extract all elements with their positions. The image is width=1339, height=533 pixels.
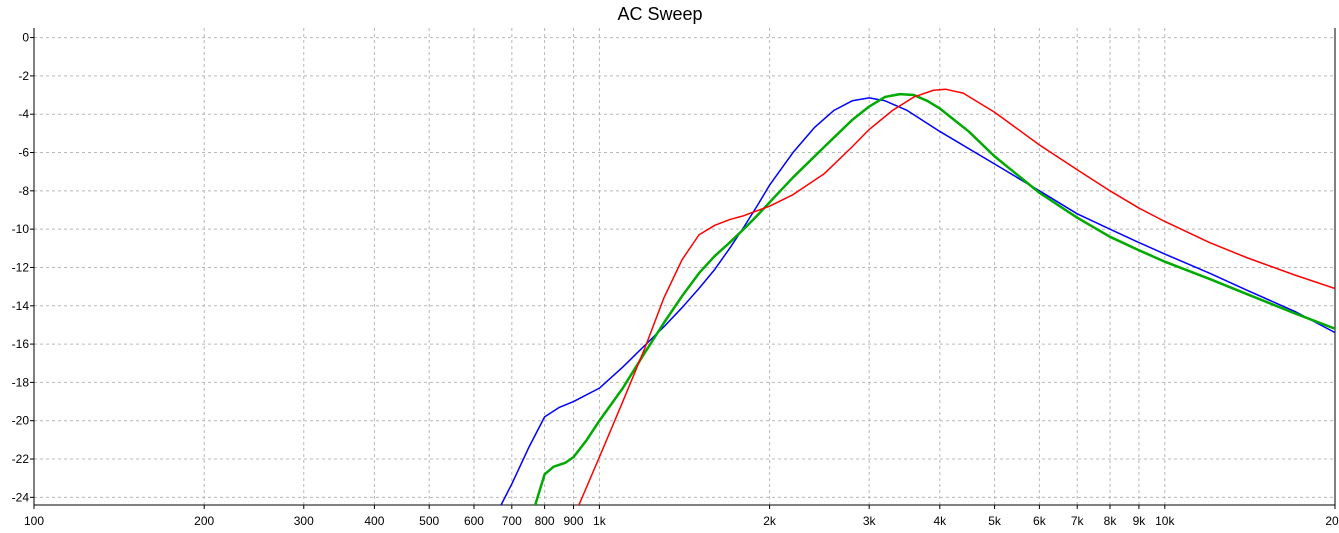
grid-lines — [34, 28, 1336, 505]
x-tick-label: 5k — [988, 514, 1002, 528]
x-tick-label: 1k — [593, 514, 607, 528]
y-tick-label: -6 — [18, 146, 29, 160]
y-tick-label: -14 — [12, 299, 30, 313]
x-tick-label: 9k — [1133, 514, 1147, 528]
x-tick-label: 200 — [194, 514, 214, 528]
series-line-2 — [533, 92, 1335, 505]
x-tick-label: 10k — [1155, 514, 1175, 528]
chart-title: AC Sweep — [617, 4, 702, 24]
y-tick-label: -10 — [12, 222, 30, 236]
x-tick-label: 600 — [464, 514, 484, 528]
x-tick-label: 800 — [535, 514, 555, 528]
y-tick-label: -24 — [12, 490, 30, 504]
x-tick-label: 900 — [564, 514, 584, 528]
x-tick-label: 700 — [502, 514, 522, 528]
y-tick-label: -16 — [12, 337, 30, 351]
x-tick-label: 6k — [1033, 514, 1047, 528]
x-tick-label: 500 — [419, 514, 439, 528]
series-line-3 — [578, 88, 1335, 505]
x-tick-label: 8k — [1104, 514, 1118, 528]
y-tick-label: -4 — [18, 107, 29, 121]
y-tick-label: 0 — [22, 31, 29, 45]
y-tick-label: -18 — [12, 375, 30, 389]
x-tick-label: 2k — [763, 514, 777, 528]
x-tick-label: 300 — [294, 514, 314, 528]
x-tick-label: 20k — [1325, 514, 1339, 528]
x-axis-tick-labels: 100 200 300 400 500 600 700 800 900 1k 2k 3k 4k 5k 6k 7… — [24, 505, 1339, 528]
series-lines — [500, 88, 1335, 505]
y-tick-label: -22 — [12, 452, 30, 466]
y-tick-label: -2 — [18, 69, 29, 83]
y-tick-label: -8 — [18, 184, 29, 198]
x-tick-label: 100 — [24, 514, 44, 528]
x-tick-label: 7k — [1071, 514, 1085, 528]
x-tick-label: 400 — [364, 514, 384, 528]
x-tick-label: 3k — [863, 514, 877, 528]
y-tick-label: -12 — [12, 260, 30, 274]
x-tick-label: 4k — [933, 514, 947, 528]
y-axis-tick-labels: 0 -2 -4 -6 -8 -10 -12 -14 -16 -18 -20 -22 -24 — [12, 31, 34, 504]
series-line-1 — [500, 97, 1335, 505]
axes — [33, 28, 1336, 506]
y-tick-label: -20 — [12, 414, 30, 428]
